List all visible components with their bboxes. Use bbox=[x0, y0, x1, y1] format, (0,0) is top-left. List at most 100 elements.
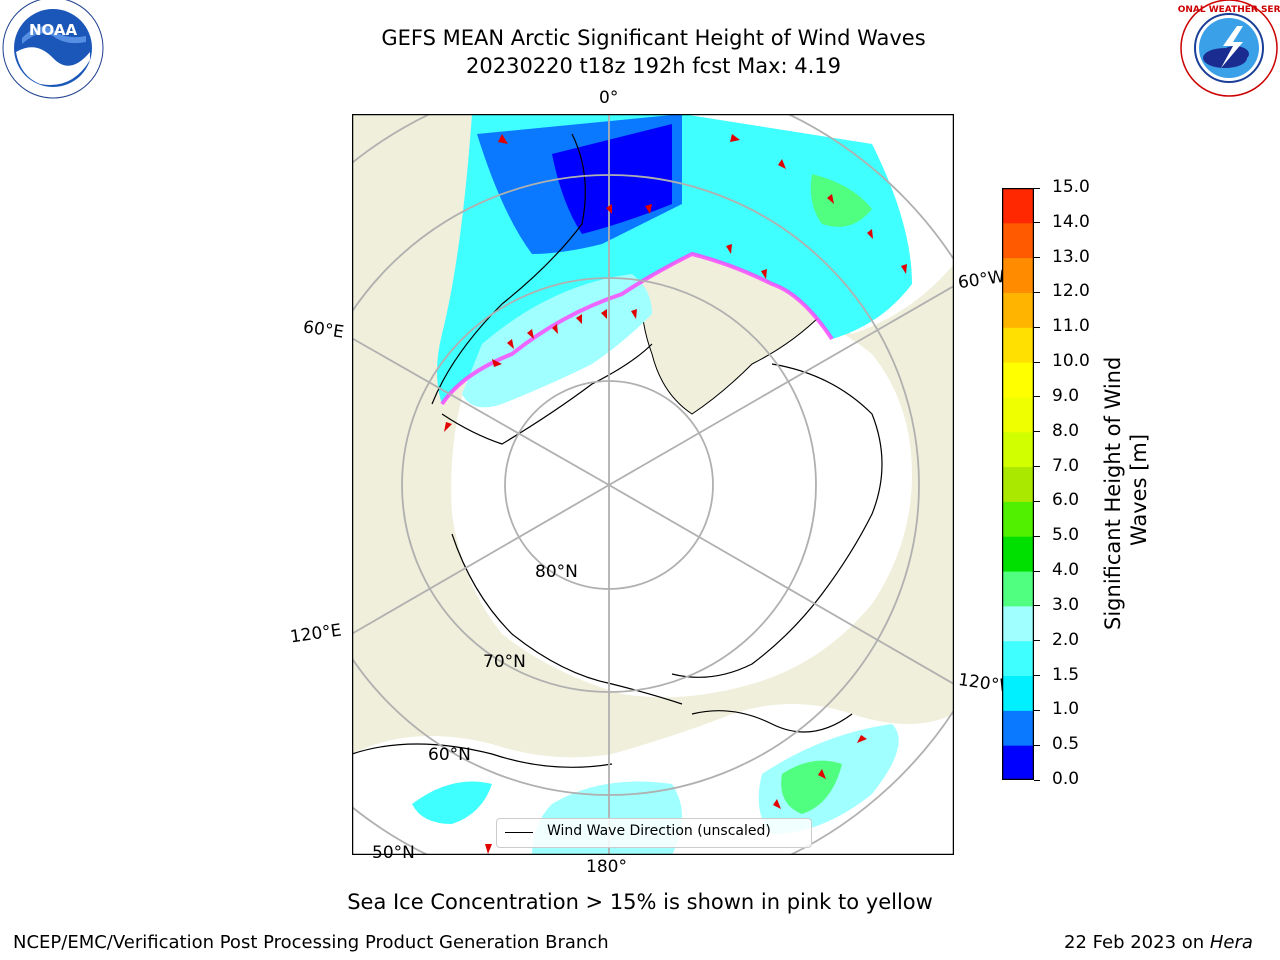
colorbar-swatch bbox=[1002, 431, 1034, 468]
colorbar-swatch bbox=[1002, 222, 1034, 259]
wave-field-bering-high bbox=[781, 760, 842, 814]
wave-arrow bbox=[631, 309, 637, 319]
meridian-label-120e: 120°E bbox=[288, 620, 343, 648]
colorbar-label-line2: Waves [m] bbox=[1127, 434, 1151, 546]
colorbar-tick-label: 11.0 bbox=[1052, 316, 1090, 337]
colorbar-swatch bbox=[1002, 640, 1034, 677]
nws-logo-ring-text: NATIONAL WEATHER SERVICE bbox=[1177, 5, 1280, 15]
wave-arrow bbox=[857, 735, 867, 743]
colorbar-tick-mark bbox=[1034, 779, 1040, 781]
meridian-label-180: 180° bbox=[586, 857, 627, 877]
colorbar-tick-label: 5.0 bbox=[1052, 525, 1080, 546]
latitude-label-60n: 60°N bbox=[428, 745, 471, 765]
colorbar-tick-mark bbox=[1034, 326, 1040, 328]
wave-direction-arrows bbox=[444, 134, 907, 854]
wave-arrow bbox=[444, 422, 452, 432]
colorbar-tick-mark bbox=[1034, 605, 1040, 607]
footer-host: Hera bbox=[1209, 932, 1253, 953]
legend-line-icon bbox=[505, 832, 533, 833]
colorbar-tick-mark bbox=[1034, 570, 1040, 572]
colorbar-tick-label: 10.0 bbox=[1052, 351, 1090, 372]
wave-arrow bbox=[867, 229, 873, 239]
colorbar-tick-mark bbox=[1034, 257, 1040, 259]
ice-edge bbox=[440, 251, 834, 406]
colorbar-tick-mark bbox=[1034, 291, 1040, 293]
colorbar-tick-mark bbox=[1034, 535, 1040, 537]
wave-field-atlantic-mid bbox=[462, 274, 652, 408]
latitude-label-80n: 80°N bbox=[535, 562, 578, 582]
colorbar-tick-label: 0.5 bbox=[1052, 734, 1080, 755]
colorbar-swatch bbox=[1002, 466, 1034, 502]
meridian-label-60w: 60°W bbox=[956, 266, 1007, 294]
colorbar-tick-label: 1.0 bbox=[1052, 699, 1080, 720]
wave-arrow bbox=[485, 844, 492, 854]
colorbar-tick-mark bbox=[1034, 396, 1040, 398]
colorbar-swatch bbox=[1002, 571, 1034, 607]
colorbar-tick-label: 14.0 bbox=[1052, 211, 1090, 232]
meridian-label-0: 0° bbox=[599, 88, 619, 108]
colorbar-tick-mark bbox=[1034, 640, 1040, 642]
colorbar-tick-label: 12.0 bbox=[1052, 281, 1090, 302]
colorbar-tick-label: 13.0 bbox=[1052, 246, 1090, 267]
colorbar-swatch bbox=[1002, 396, 1034, 433]
colorbar-tick-label: 4.0 bbox=[1052, 560, 1080, 581]
wave-arrow bbox=[726, 244, 732, 254]
colorbar-swatch bbox=[1002, 257, 1034, 293]
colorbar-swatch bbox=[1002, 536, 1034, 572]
colorbar-swatch bbox=[1002, 745, 1034, 780]
coastline-eurasia bbox=[431, 133, 653, 445]
colorbar-tick-mark bbox=[1034, 744, 1040, 746]
wave-arrow bbox=[492, 359, 502, 367]
colorbar-tick-label: 15.0 bbox=[1052, 177, 1090, 197]
coastline-america bbox=[671, 363, 883, 678]
wave-arrow bbox=[901, 264, 907, 274]
colorbar-tick-mark bbox=[1034, 500, 1040, 502]
colorbar-swatch bbox=[1002, 605, 1034, 642]
latitude-label-70n: 70°N bbox=[483, 652, 526, 672]
noaa-logo-text: NOAA bbox=[29, 21, 78, 39]
footer-producer: NCEP/EMC/Verification Post Processing Pr… bbox=[13, 932, 609, 953]
map-border bbox=[352, 114, 954, 855]
sea-ice-note: Sea Ice Concentration > 15% is shown in … bbox=[347, 890, 933, 914]
colorbar bbox=[1002, 188, 1034, 780]
wave-arrow bbox=[527, 329, 534, 339]
colorbar-tick-mark bbox=[1034, 466, 1040, 468]
svg-text:Significant Height of Wind: Significant Height of Wind Waves [m] bbox=[1101, 350, 1151, 630]
nws-logo-icon: NATIONAL WEATHER SERVICE bbox=[1177, 0, 1280, 97]
colorbar-tick-label: 0.0 bbox=[1052, 769, 1080, 789]
colorbar-tick-mark bbox=[1034, 187, 1040, 189]
coastline-siberia bbox=[451, 533, 683, 705]
wave-arrow bbox=[818, 769, 826, 779]
colorbar-swatch bbox=[1002, 675, 1034, 711]
colorbar-swatch bbox=[1002, 327, 1034, 363]
noaa-logo-icon: NOAA bbox=[2, 0, 104, 99]
colorbar-tick-label: 9.0 bbox=[1052, 385, 1080, 406]
wave-arrow bbox=[778, 159, 786, 169]
coastline-alaska bbox=[352, 710, 853, 768]
chart-title: GEFS MEAN Arctic Significant Height of W… bbox=[381, 26, 926, 50]
colorbar-swatch bbox=[1002, 292, 1034, 328]
wave-arrow bbox=[606, 204, 612, 214]
colorbar-tick-mark bbox=[1034, 361, 1040, 363]
wave-arrow bbox=[827, 194, 834, 204]
colorbar-tick-mark bbox=[1034, 431, 1040, 433]
colorbar-label-line1: Significant Height of Wind bbox=[1101, 357, 1125, 630]
chart-subtitle: 20230220 t18z 192h fcst Max: 4.19 bbox=[466, 54, 841, 78]
colorbar-tick-label: 2.0 bbox=[1052, 629, 1080, 650]
colorbar-swatch bbox=[1002, 710, 1034, 746]
arctic-ocean-ice bbox=[451, 290, 912, 698]
wave-arrow bbox=[576, 314, 582, 324]
map-legend: Wind Wave Direction (unscaled) bbox=[496, 818, 812, 848]
footer-date-text: 22 Feb 2023 on bbox=[1064, 932, 1210, 953]
colorbar-tick-label: 6.0 bbox=[1052, 490, 1080, 511]
wave-arrow bbox=[773, 799, 781, 809]
wave-arrow bbox=[507, 339, 514, 349]
colorbar-tick-mark bbox=[1034, 709, 1040, 711]
colorbar-swatch bbox=[1002, 501, 1034, 537]
meridian-label-60e: 60°E bbox=[301, 317, 346, 343]
colorbar-swatch bbox=[1002, 362, 1034, 398]
legend-label: Wind Wave Direction (unscaled) bbox=[547, 823, 771, 839]
colorbar-tick-label: 8.0 bbox=[1052, 420, 1080, 441]
wave-arrow bbox=[498, 134, 508, 144]
colorbar-tick-label: 3.0 bbox=[1052, 594, 1080, 615]
